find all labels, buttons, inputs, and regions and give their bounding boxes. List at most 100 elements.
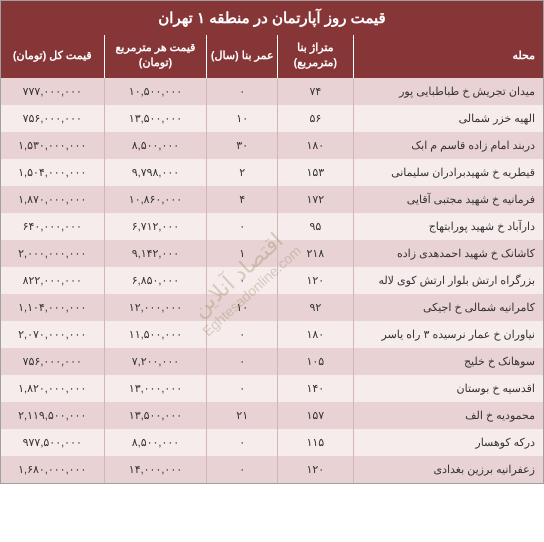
cell-age: ۰ [207,78,277,105]
cell-total: ۷۷۷,۰۰۰,۰۰۰ [1,78,104,105]
price-table-container: قیمت روز آپارتمان در منطقه ۱ تهران محله … [0,0,544,484]
table-row: فرمانیه خ شهید مجتبی آقایی ۱۷۲ ۴ ۱۰,۸۶۰,… [1,186,543,213]
cell-area: ۱۲۰ [277,456,353,483]
cell-age: ۰ [207,456,277,483]
cell-area: ۱۱۵ [277,429,353,456]
price-table: محله متراژ بنا (مترمربع) عمر بنا (سال) ق… [1,35,543,483]
cell-name: میدان تجریش خ طباطبایی پور [353,78,543,105]
cell-total: ۹۷۷,۵۰۰,۰۰۰ [1,429,104,456]
cell-area: ۹۵ [277,213,353,240]
table-row: کاشانک خ شهید احمدهدی زاده ۲۱۸ ۱ ۹,۱۴۲,۰… [1,240,543,267]
cell-name: فرمانیه خ شهید مجتبی آقایی [353,186,543,213]
table-row: نیاوران خ عمار نرسیده ۳ راه یاسر ۱۸۰ ۰ ۱… [1,321,543,348]
cell-name: بزرگراه ارتش بلوار ارتش کوی لاله [353,267,543,294]
cell-price-per-m: ۱۴,۰۰۰,۰۰۰ [104,456,207,483]
cell-age: ۳۰ [207,132,277,159]
cell-area: ۷۴ [277,78,353,105]
cell-area: ۱۵۳ [277,159,353,186]
cell-name: قیطریه خ شهیدبرادران سلیمانی [353,159,543,186]
cell-age: ۰ [207,375,277,402]
cell-total: ۲,۰۰۰,۰۰۰,۰۰۰ [1,240,104,267]
table-row: درکه کوهسار ۱۱۵ ۰ ۸,۵۰۰,۰۰۰ ۹۷۷,۵۰۰,۰۰۰ [1,429,543,456]
table-row: الهیه خزر شمالی ۵۶ ۱۰ ۱۳,۵۰۰,۰۰۰ ۷۵۶,۰۰۰… [1,105,543,132]
cell-total: ۱,۵۰۴,۰۰۰,۰۰۰ [1,159,104,186]
col-header-area: متراژ بنا (مترمربع) [277,35,353,78]
col-header-total: قیمت کل (تومان) [1,35,104,78]
cell-age: ۴ [207,186,277,213]
cell-age: ۰ [207,321,277,348]
cell-total: ۲,۱۱۹,۵۰۰,۰۰۰ [1,402,104,429]
cell-area: ۱۲۰ [277,267,353,294]
cell-area: ۱۸۰ [277,132,353,159]
cell-total: ۱,۶۸۰,۰۰۰,۰۰۰ [1,456,104,483]
header-row: محله متراژ بنا (مترمربع) عمر بنا (سال) ق… [1,35,543,78]
col-header-age: عمر بنا (سال) [207,35,277,78]
cell-price-per-m: ۱۱,۵۰۰,۰۰۰ [104,321,207,348]
cell-age: ۱۰ [207,294,277,321]
table-row: کامرانیه شمالی خ اجیکی ۹۲ ۱۰ ۱۲,۰۰۰,۰۰۰ … [1,294,543,321]
cell-area: ۱۸۰ [277,321,353,348]
cell-area: ۱۷۲ [277,186,353,213]
cell-price-per-m: ۱۰,۸۶۰,۰۰۰ [104,186,207,213]
table-row: دارآباد خ شهید پورابتهاج ۹۵ ۰ ۶,۷۱۲,۰۰۰ … [1,213,543,240]
table-row: قیطریه خ شهیدبرادران سلیمانی ۱۵۳ ۲ ۹,۷۹۸… [1,159,543,186]
table-row: سوهانک خ خلیج ۱۰۵ ۰ ۷,۲۰۰,۰۰۰ ۷۵۶,۰۰۰,۰۰… [1,348,543,375]
cell-price-per-m: ۱۳,۰۰۰,۰۰۰ [104,375,207,402]
cell-price-per-m: ۹,۱۴۲,۰۰۰ [104,240,207,267]
table-row: محمودیه خ الف ۱۵۷ ۲۱ ۱۳,۵۰۰,۰۰۰ ۲,۱۱۹,۵۰… [1,402,543,429]
cell-price-per-m: ۶,۷۱۲,۰۰۰ [104,213,207,240]
cell-name: سوهانک خ خلیج [353,348,543,375]
cell-age: ۲۱ [207,402,277,429]
cell-area: ۱۵۷ [277,402,353,429]
table-row: دربند امام زاده قاسم م ابک ۱۸۰ ۳۰ ۸,۵۰۰,… [1,132,543,159]
cell-price-per-m: ۱۲,۰۰۰,۰۰۰ [104,294,207,321]
cell-name: نیاوران خ عمار نرسیده ۳ راه یاسر [353,321,543,348]
cell-area: ۱۰۵ [277,348,353,375]
cell-age: ۲ [207,159,277,186]
cell-total: ۷۵۶,۰۰۰,۰۰۰ [1,105,104,132]
cell-total: ۱,۸۷۰,۰۰۰,۰۰۰ [1,186,104,213]
cell-name: دارآباد خ شهید پورابتهاج [353,213,543,240]
cell-age: ۰ [207,348,277,375]
table-body: میدان تجریش خ طباطبایی پور ۷۴ ۰ ۱۰,۵۰۰,۰… [1,78,543,483]
cell-total: ۸۲۲,۰۰۰,۰۰۰ [1,267,104,294]
cell-age: ۱۰ [207,105,277,132]
cell-price-per-m: ۱۳,۵۰۰,۰۰۰ [104,105,207,132]
cell-area: ۵۶ [277,105,353,132]
cell-area: ۲۱۸ [277,240,353,267]
cell-total: ۲,۰۷۰,۰۰۰,۰۰۰ [1,321,104,348]
cell-price-per-m: ۷,۲۰۰,۰۰۰ [104,348,207,375]
cell-name: درکه کوهسار [353,429,543,456]
cell-total: ۱,۸۲۰,۰۰۰,۰۰۰ [1,375,104,402]
cell-price-per-m: ۸,۵۰۰,۰۰۰ [104,132,207,159]
cell-age: ۰ [207,429,277,456]
table-row: زعفرانیه برزین بغدادی ۱۲۰ ۰ ۱۴,۰۰۰,۰۰۰ ۱… [1,456,543,483]
cell-area: ۹۲ [277,294,353,321]
table-row: اقدسیه خ بوستان ۱۴۰ ۰ ۱۳,۰۰۰,۰۰۰ ۱,۸۲۰,۰… [1,375,543,402]
cell-name: اقدسیه خ بوستان [353,375,543,402]
cell-name: زعفرانیه برزین بغدادی [353,456,543,483]
cell-name: کاشانک خ شهید احمدهدی زاده [353,240,543,267]
table-title: قیمت روز آپارتمان در منطقه ۱ تهران [1,1,543,35]
cell-price-per-m: ۱۰,۵۰۰,۰۰۰ [104,78,207,105]
col-header-price-per-m: قیمت هر مترمربع (تومان) [104,35,207,78]
cell-area: ۱۴۰ [277,375,353,402]
col-header-name: محله [353,35,543,78]
cell-age: ۰ [207,267,277,294]
cell-total: ۷۵۶,۰۰۰,۰۰۰ [1,348,104,375]
cell-total: ۱,۵۳۰,۰۰۰,۰۰۰ [1,132,104,159]
cell-total: ۱,۱۰۴,۰۰۰,۰۰۰ [1,294,104,321]
cell-price-per-m: ۶,۸۵۰,۰۰۰ [104,267,207,294]
table-row: میدان تجریش خ طباطبایی پور ۷۴ ۰ ۱۰,۵۰۰,۰… [1,78,543,105]
cell-name: کامرانیه شمالی خ اجیکی [353,294,543,321]
table-row: بزرگراه ارتش بلوار ارتش کوی لاله ۱۲۰ ۰ ۶… [1,267,543,294]
cell-price-per-m: ۹,۷۹۸,۰۰۰ [104,159,207,186]
cell-total: ۶۴۰,۰۰۰,۰۰۰ [1,213,104,240]
cell-price-per-m: ۸,۵۰۰,۰۰۰ [104,429,207,456]
cell-age: ۱ [207,240,277,267]
cell-name: دربند امام زاده قاسم م ابک [353,132,543,159]
cell-name: محمودیه خ الف [353,402,543,429]
cell-price-per-m: ۱۳,۵۰۰,۰۰۰ [104,402,207,429]
cell-name: الهیه خزر شمالی [353,105,543,132]
cell-age: ۰ [207,213,277,240]
